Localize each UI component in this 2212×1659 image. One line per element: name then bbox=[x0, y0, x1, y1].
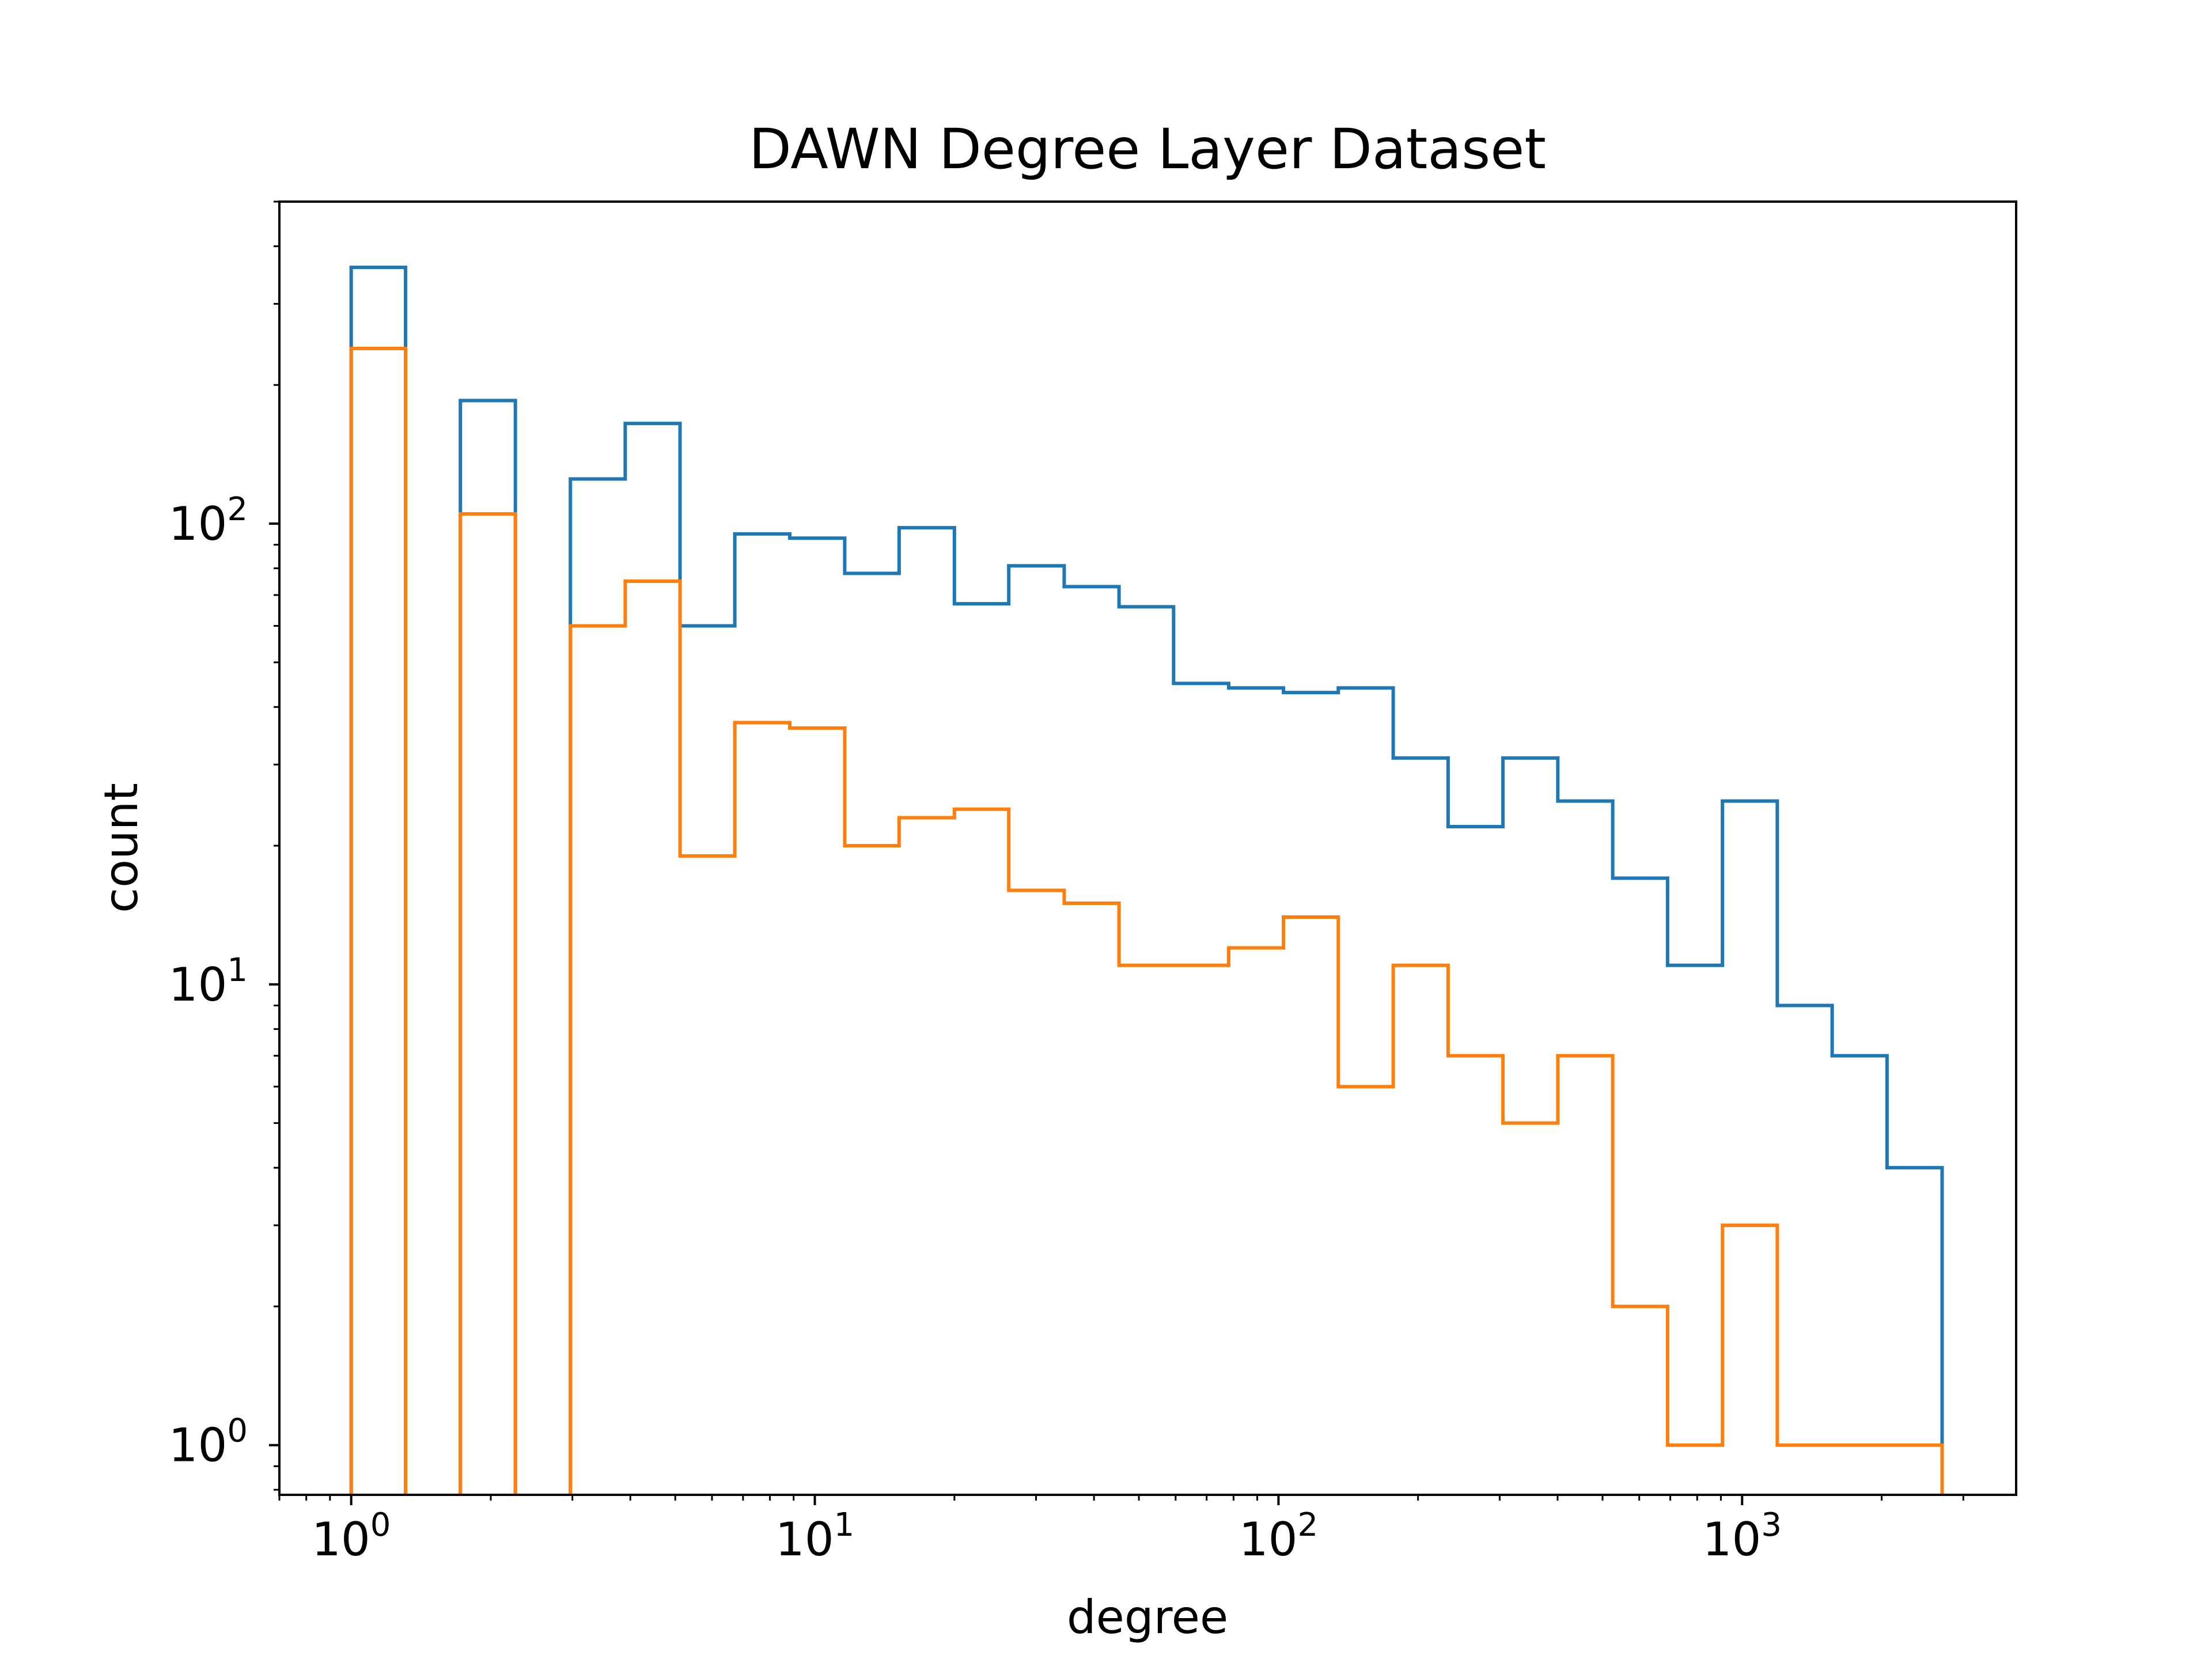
x-tick-label: 103 bbox=[1703, 1506, 1782, 1566]
chart-title: DAWN Degree Layer Dataset bbox=[749, 117, 1546, 181]
x-tick-label: 102 bbox=[1239, 1506, 1318, 1566]
y-tick-exponent: 2 bbox=[227, 491, 248, 528]
x-tick-base: 10 bbox=[1703, 1513, 1762, 1566]
x-tick-exponent: 2 bbox=[1297, 1506, 1318, 1544]
y-tick-exponent: 1 bbox=[227, 952, 248, 989]
y-tick-base: 10 bbox=[169, 1419, 228, 1472]
plot-area bbox=[279, 202, 2016, 1495]
y-tick-label: 102 bbox=[169, 491, 248, 551]
y-tick-label: 100 bbox=[169, 1412, 248, 1472]
x-tick-base: 10 bbox=[312, 1513, 370, 1566]
y-tick-base: 10 bbox=[169, 497, 228, 551]
x-axis-label: degree bbox=[1067, 1590, 1228, 1644]
y-tick-label: 101 bbox=[169, 952, 248, 1012]
series-layer bbox=[349, 266, 1944, 1495]
x-axis-ticks: 100 101 102 103 bbox=[278, 1495, 1964, 1566]
y-tick-base: 10 bbox=[169, 958, 228, 1012]
x-tick-label: 101 bbox=[775, 1506, 854, 1566]
y-axis-label: count bbox=[94, 783, 148, 913]
x-tick-exponent: 0 bbox=[370, 1506, 391, 1544]
plot-frame bbox=[278, 200, 2017, 1496]
x-tick-base: 10 bbox=[775, 1513, 834, 1566]
series-2 bbox=[349, 346, 1944, 1495]
y-tick-exponent: 0 bbox=[227, 1412, 248, 1450]
x-tick-label: 100 bbox=[312, 1506, 391, 1566]
x-tick-base: 10 bbox=[1239, 1513, 1298, 1566]
x-tick-exponent: 3 bbox=[1761, 1506, 1782, 1544]
series-2-outline bbox=[349, 346, 1944, 1495]
x-tick-exponent: 1 bbox=[834, 1506, 855, 1544]
